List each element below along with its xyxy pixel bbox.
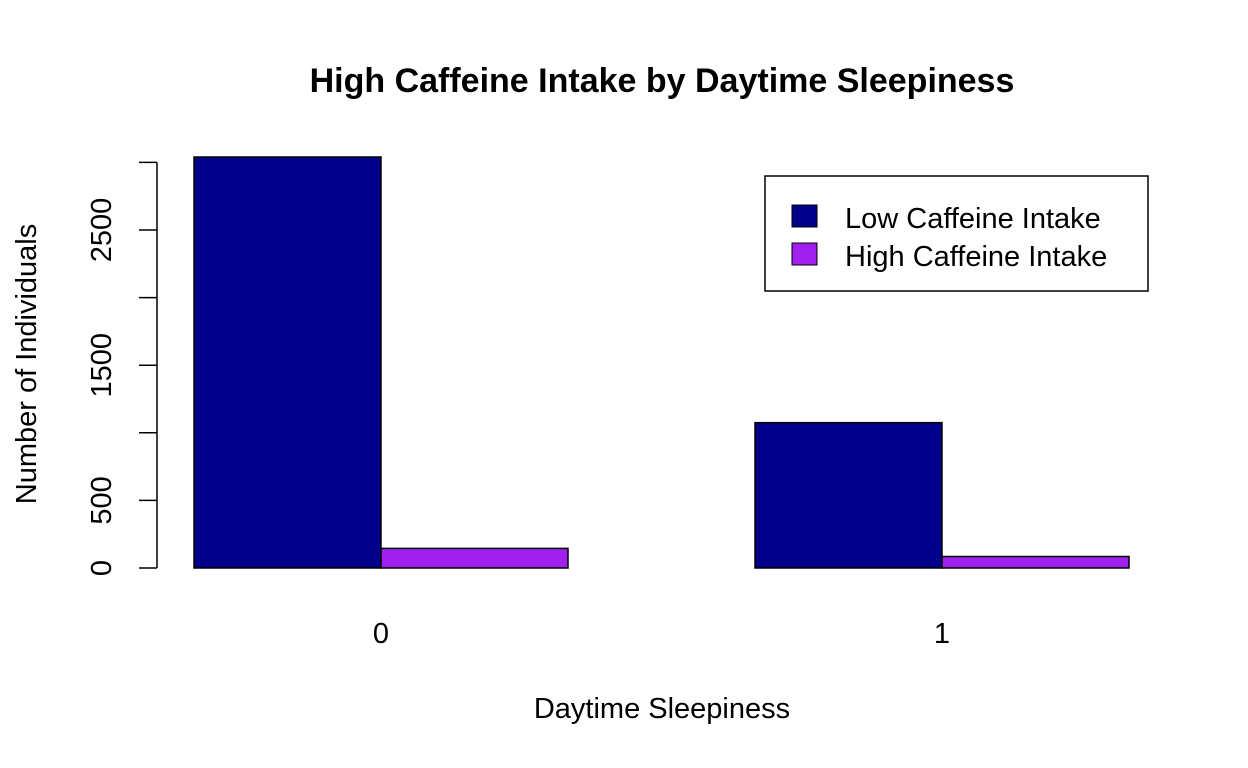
bar-high-cat-1 bbox=[941, 555, 1130, 569]
y-tick-label-1500: 1500 bbox=[86, 333, 118, 398]
bar-low-cat-0 bbox=[193, 156, 382, 569]
y-axis-label: Number of Individuals bbox=[11, 224, 43, 504]
y-axis: 0 500 1500 2500 bbox=[86, 161, 158, 576]
legend: Low Caffeine Intake High Caffeine Intake bbox=[764, 175, 1149, 292]
bars-group bbox=[193, 156, 1130, 569]
y-tick-label-500: 500 bbox=[86, 476, 118, 524]
x-axis-label: Daytime Sleepiness bbox=[534, 693, 790, 725]
chart-title: High Caffeine Intake by Daytime Sleepine… bbox=[310, 62, 1015, 100]
bar-low-cat-1 bbox=[754, 421, 943, 569]
legend-swatch-low bbox=[791, 204, 818, 228]
x-tick-label-1: 1 bbox=[934, 618, 950, 650]
x-tick-label-0: 0 bbox=[373, 618, 389, 650]
y-tick-label-2500: 2500 bbox=[86, 198, 118, 263]
y-tick-label-0: 0 bbox=[86, 560, 118, 576]
legend-swatch-high bbox=[791, 242, 818, 266]
bar-high-cat-0 bbox=[380, 547, 569, 569]
legend-box bbox=[764, 175, 1149, 292]
legend-label-high: High Caffeine Intake bbox=[845, 241, 1107, 273]
legend-label-low: Low Caffeine Intake bbox=[845, 203, 1101, 235]
